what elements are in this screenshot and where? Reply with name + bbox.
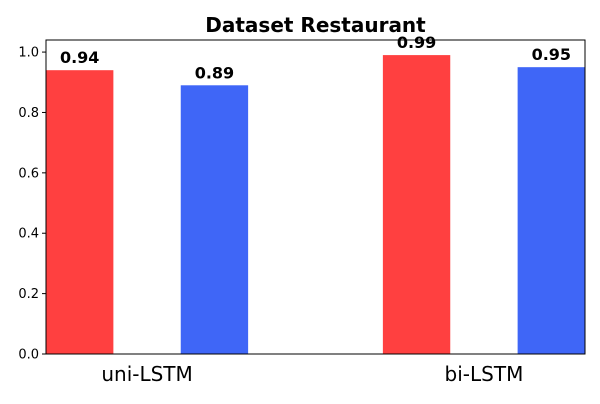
data-label: 0.95 xyxy=(532,45,571,64)
y-tick-label: 1.0 xyxy=(18,46,39,61)
bar-bi-lstm-series-1 xyxy=(382,55,451,354)
y-tick-label: 0.0 xyxy=(18,348,39,363)
bar-uni-lstm-series-2 xyxy=(180,85,249,355)
data-labels: 0.94 0.99 0.89 0.95 xyxy=(60,33,571,82)
y-tick-label: 0.4 xyxy=(18,227,39,242)
y-tick-label: 0.8 xyxy=(18,106,39,121)
plot-frame xyxy=(45,39,586,355)
bar-bi-lstm-series-2 xyxy=(517,67,585,354)
data-label: 0.94 xyxy=(60,48,99,67)
y-axis: 0.0 0.2 0.4 0.6 0.8 1.0 xyxy=(18,46,46,363)
chart-title: Dataset Restaurant xyxy=(205,13,426,37)
data-label: 0.99 xyxy=(397,33,436,52)
data-label: 0.89 xyxy=(195,63,234,82)
x-axis: uni-LSTM bi-LSTM xyxy=(101,362,523,386)
bars xyxy=(46,55,585,355)
x-tick-label: bi-LSTM xyxy=(445,362,524,386)
bar-uni-lstm-series-1 xyxy=(46,70,114,354)
y-tick-label: 0.6 xyxy=(18,166,39,181)
y-tick-label: 0.2 xyxy=(18,287,39,302)
x-tick-label: uni-LSTM xyxy=(101,362,192,386)
